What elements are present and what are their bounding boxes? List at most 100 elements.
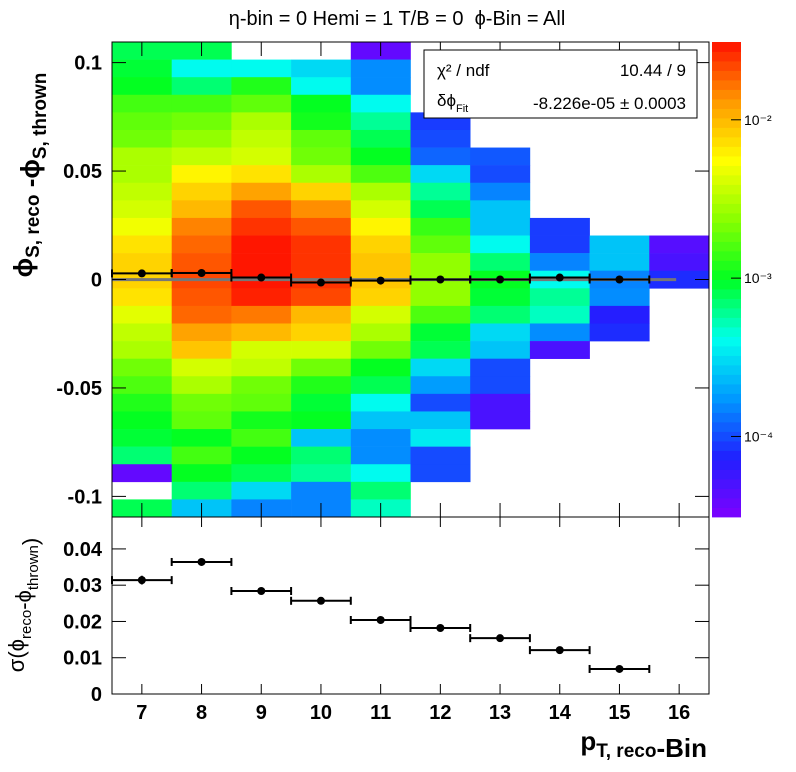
- heatmap-cell: [470, 393, 531, 412]
- heatmap-cell: [171, 112, 232, 131]
- heatmap-cell: [231, 147, 292, 166]
- colorbar-step: [712, 507, 741, 518]
- heatmap-cell: [350, 376, 411, 395]
- heatmap-cell: [171, 147, 232, 166]
- colorbar-step: [712, 241, 741, 252]
- heatmap-cell: [112, 94, 172, 113]
- y-axis-title-part: ϕ: [8, 258, 38, 278]
- colorbar-step: [712, 279, 741, 290]
- heatmap-cell: [291, 358, 352, 377]
- heatmap-cell: [171, 59, 232, 78]
- y-tick-label: -0.05: [56, 378, 102, 400]
- y-tick-label: -0.1: [68, 486, 102, 508]
- y-axis-title-sub: reco: [18, 610, 35, 639]
- stats-box: χ² / ndf 10.44 / 9 δϕFit -8.226e-05 ± 0.000…: [423, 49, 698, 119]
- x-tick-label: 10: [310, 702, 332, 724]
- heatmap-cell: [470, 376, 531, 395]
- heatmap-cell: [410, 288, 471, 307]
- heatmap-cell: [589, 323, 650, 342]
- heatmap-cell: [350, 323, 411, 342]
- heatmap-cell: [410, 341, 471, 359]
- colorbar-step: [712, 488, 741, 499]
- colorbar-step: [712, 374, 741, 385]
- heatmap-cell: [350, 393, 411, 412]
- heatmap-cell: [291, 446, 352, 465]
- colorbar-step: [712, 412, 741, 423]
- y-axis-title-part: ): [18, 538, 43, 545]
- heatmap-cell: [529, 305, 590, 324]
- colorbar-step: [712, 42, 741, 52]
- heatmap-cell: [112, 341, 172, 359]
- x-tick-label: 8: [196, 702, 207, 724]
- colorbar-step: [712, 355, 741, 366]
- stats-label-sub: Fit: [456, 103, 468, 115]
- heatmap-cell: [291, 77, 352, 96]
- colorbar-step: [712, 336, 741, 347]
- heatmap-cell: [470, 341, 531, 359]
- heatmap-cell: [350, 288, 411, 307]
- heatmap-cell: [529, 253, 590, 272]
- y-axis-title: σ(ϕreco-ϕthrown): [4, 538, 43, 672]
- heatmap-cell: [171, 288, 232, 307]
- heatmap-cell: [410, 165, 471, 184]
- colorbar-step: [712, 70, 741, 81]
- stats-label-text: δϕ: [437, 91, 456, 110]
- data-point: [257, 273, 266, 282]
- x-tick-label: 12: [429, 702, 451, 724]
- colorbar-step: [712, 127, 741, 138]
- heatmap-cell: [112, 323, 172, 342]
- heatmap-cell: [350, 464, 411, 483]
- y-tick-label: 0.01: [63, 648, 102, 670]
- colorbar-step: [712, 213, 741, 223]
- x-axis-title-sub: T, reco: [596, 741, 656, 762]
- heatmap-cell: [410, 253, 471, 272]
- x-axis-title-part: -Bin: [656, 733, 707, 763]
- heatmap-cell: [291, 429, 352, 447]
- heatmap-cell: [589, 305, 650, 324]
- y-axis-title-sub: S, thrown: [30, 73, 51, 160]
- heatmap-cell: [291, 94, 352, 113]
- y-tick-label: 0: [91, 684, 102, 706]
- heatmap-cell: [350, 305, 411, 324]
- heatmap-cell: [171, 182, 232, 201]
- heatmap-cell: [291, 59, 352, 78]
- data-point: [555, 646, 564, 655]
- colorbar-step: [712, 317, 741, 328]
- heatmap-cell: [350, 94, 411, 113]
- colorbar-step: [712, 232, 741, 242]
- x-tick-label: 14: [549, 702, 572, 724]
- heatmap-cell: [231, 446, 292, 465]
- heatmap-cell: [350, 429, 411, 447]
- heatmap-cell: [112, 411, 172, 430]
- plot-frame: [111, 516, 710, 695]
- data-point: [496, 275, 505, 284]
- heatmap-cell: [231, 464, 292, 483]
- heatmap-cell: [350, 59, 411, 78]
- heatmap-cell: [171, 341, 232, 359]
- heatmap-cell: [410, 376, 471, 395]
- colorbar-step: [712, 479, 741, 489]
- heatmap-cell: [470, 323, 531, 342]
- heatmap-cell: [171, 411, 232, 430]
- heatmap-cell: [171, 217, 232, 236]
- heatmap-cell: [529, 323, 590, 342]
- data-point: [137, 576, 146, 585]
- heatmap-cell: [291, 481, 352, 500]
- heatmap-cell: [470, 358, 531, 377]
- heatmap-cell: [171, 358, 232, 377]
- heatmap-cell: [231, 358, 292, 377]
- heatmap-cell: [171, 446, 232, 465]
- data-point: [316, 596, 325, 605]
- heatmap-cell: [291, 341, 352, 359]
- heatmap-cell: [231, 411, 292, 430]
- heatmap-cell: [171, 77, 232, 96]
- heatmap-cell: [291, 411, 352, 430]
- y-tick-label: 0.03: [63, 575, 102, 597]
- colorbar-step: [712, 450, 741, 461]
- heatmap-cell: [291, 129, 352, 148]
- colorbar-step: [712, 308, 741, 318]
- heatmap-cell: [171, 429, 232, 447]
- heatmap-cell: [171, 129, 232, 148]
- y-tick-label: 0.02: [63, 611, 102, 633]
